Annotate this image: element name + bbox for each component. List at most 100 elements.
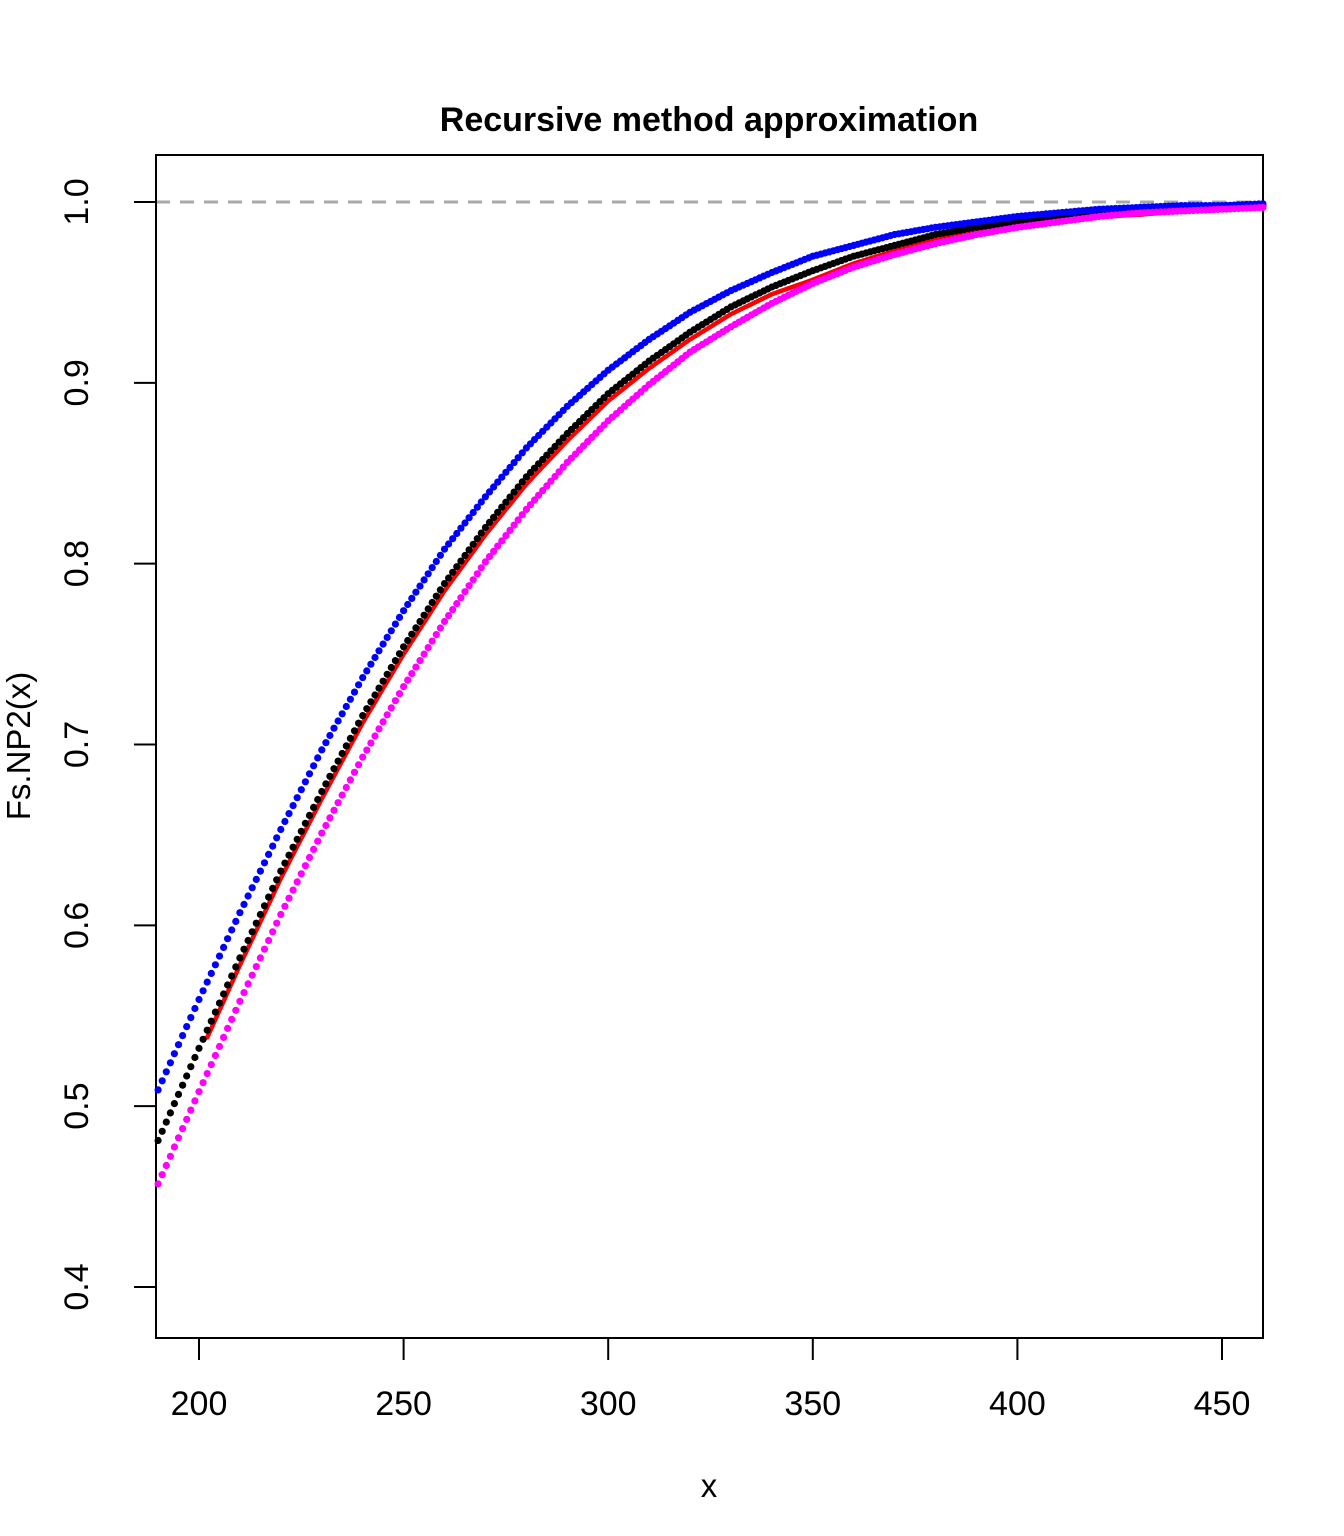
data-point: [277, 867, 285, 875]
data-point: [199, 1079, 207, 1087]
data-point: [289, 843, 297, 851]
data-point: [211, 1051, 219, 1060]
data-point: [281, 817, 289, 826]
data-point: [174, 1134, 183, 1142]
data-point: [350, 688, 359, 696]
data-point: [387, 663, 395, 672]
data-point: [277, 910, 285, 919]
data-point: [440, 580, 449, 588]
y-axis: 0.4 0.5 0.6 0.7 0.8 0.9 1.0: [58, 178, 156, 1311]
data-point: [187, 1106, 195, 1114]
data-point: [514, 516, 522, 524]
data-point: [387, 704, 395, 712]
data-point: [490, 513, 498, 522]
data-point: [526, 501, 535, 509]
data-point: [420, 650, 428, 658]
data-point: [559, 463, 567, 471]
data-point: [314, 754, 322, 762]
data-point: [359, 674, 367, 682]
data-point: [260, 902, 269, 910]
data-point: [334, 717, 342, 725]
y-tick-label: 0.5: [58, 1083, 96, 1130]
data-point: [260, 859, 269, 867]
data-point: [432, 631, 440, 639]
data-point: [289, 886, 297, 894]
data-point: [240, 989, 248, 997]
data-point: [342, 783, 350, 792]
data-point: [220, 943, 228, 952]
data-point: [375, 684, 383, 692]
data-point: [244, 980, 252, 988]
series-red-solid-curve: [204, 205, 1266, 1040]
data-point: [265, 936, 273, 945]
data-point: [293, 835, 301, 843]
x-tick-label: 450: [1194, 1385, 1251, 1423]
data-point: [465, 546, 473, 554]
data-point: [191, 1004, 199, 1013]
data-point: [269, 928, 277, 936]
x-tick-label: 200: [171, 1385, 228, 1423]
data-point: [375, 725, 383, 733]
data-point: [498, 473, 506, 481]
data-point: [256, 867, 264, 875]
data-point: [453, 563, 461, 571]
data-point: [183, 1023, 191, 1031]
data-point: [207, 1017, 215, 1025]
data-point: [240, 900, 248, 909]
data-point: [391, 620, 399, 628]
data-point: [485, 518, 494, 527]
data-point: [530, 496, 539, 504]
data-point: [281, 902, 289, 910]
data-point: [481, 493, 489, 501]
data-point: [416, 617, 424, 626]
data-point: [334, 799, 342, 807]
data-point: [301, 819, 309, 827]
data-point: [543, 482, 551, 490]
data-point: [273, 919, 281, 927]
data-point: [494, 478, 502, 486]
data-point: [273, 834, 281, 842]
data-point: [518, 478, 526, 486]
data-point: [187, 1014, 195, 1022]
data-point: [342, 742, 350, 750]
data-point: [555, 468, 563, 476]
data-point: [510, 521, 518, 529]
plot-border: [155, 154, 1264, 1339]
data-point: [494, 508, 502, 516]
data-point: [469, 576, 477, 584]
data-point: [473, 503, 481, 511]
data-point: [199, 1035, 207, 1043]
data-point: [330, 765, 338, 773]
data-point: [179, 1032, 187, 1040]
data-point: [154, 1180, 162, 1188]
plot-area: 200 250 300 350 400 450 0.4 0.5 0.6 0.7 0.8 0.9 1.0: [58, 154, 1267, 1423]
y-tick-label: 1.0: [58, 178, 96, 225]
data-point: [440, 617, 449, 626]
data-point: [338, 749, 346, 758]
data-point: [502, 498, 510, 506]
data-point: [428, 637, 436, 645]
data-point: [465, 514, 473, 522]
x-tick-label: 300: [580, 1385, 637, 1423]
data-point: [498, 537, 506, 545]
data-point: [514, 483, 522, 491]
data-point: [215, 1042, 224, 1051]
y-axis-label: Fs.NP2(x): [0, 672, 37, 821]
data-point: [510, 459, 518, 467]
data-point: [481, 523, 489, 532]
data-point: [166, 1059, 174, 1067]
data-point: [240, 945, 248, 953]
data-point: [203, 1026, 211, 1034]
data-point: [445, 574, 453, 582]
series-magenta-dotted-curve: [154, 203, 1267, 1188]
data-point: [350, 727, 359, 735]
data-point: [400, 683, 408, 691]
data-point: [498, 503, 506, 511]
data-point: [461, 551, 469, 560]
data-point: [481, 558, 489, 566]
data-point: [301, 862, 309, 870]
data-point: [322, 821, 330, 830]
data-point: [207, 1061, 215, 1069]
data-point: [440, 545, 449, 553]
